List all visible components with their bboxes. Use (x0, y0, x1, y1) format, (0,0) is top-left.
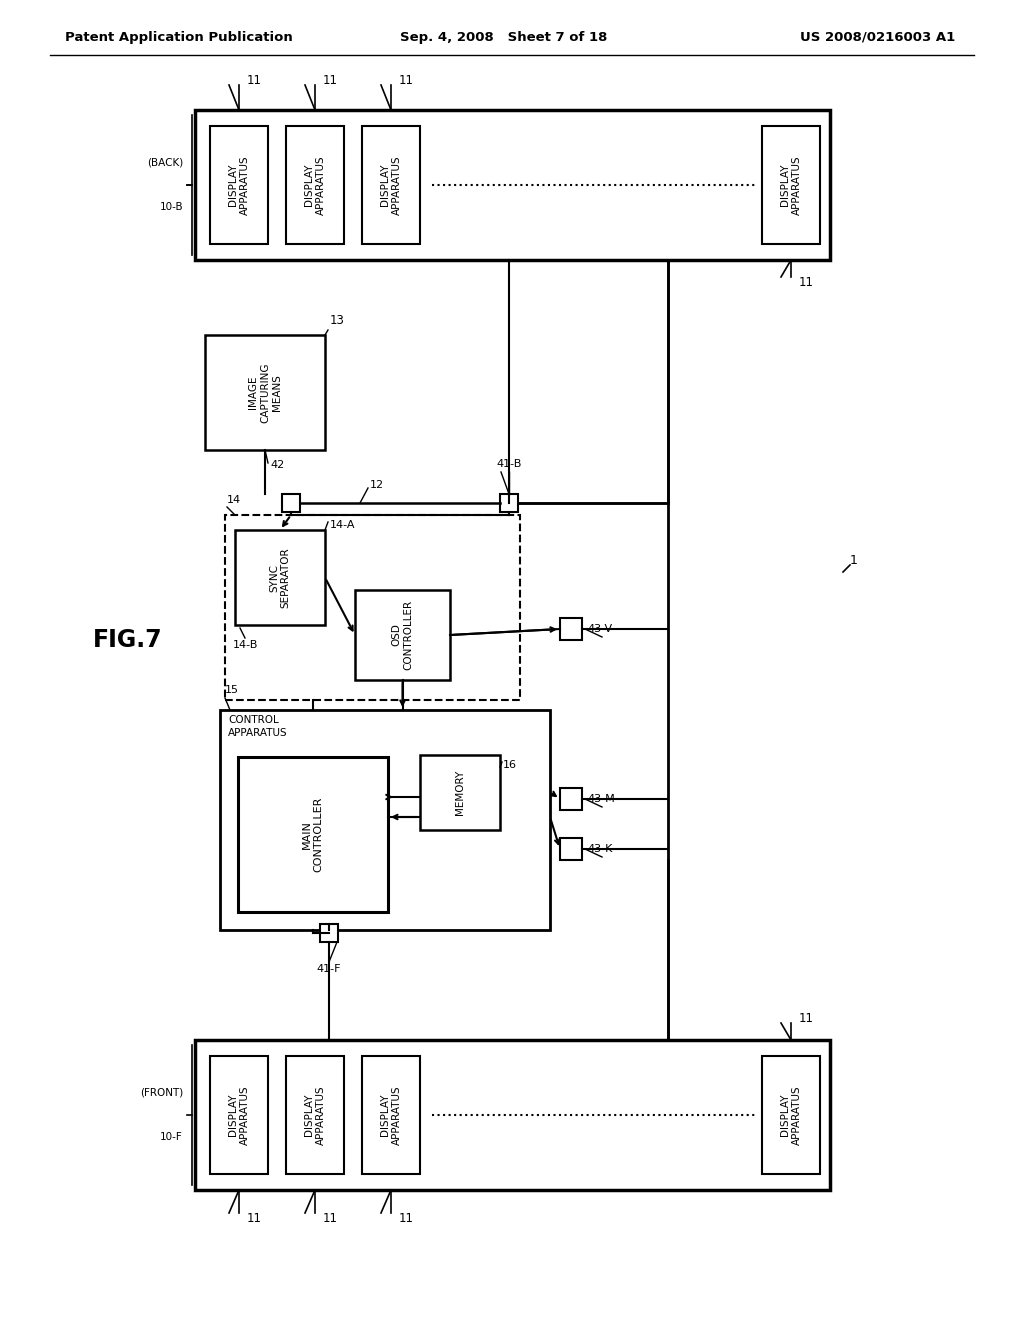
Bar (220, 710, 550, 931)
Text: 11: 11 (323, 74, 338, 87)
Text: DISPLAY
APPARATUS: DISPLAY APPARATUS (780, 156, 802, 215)
Text: 41-F: 41-F (316, 964, 341, 974)
Bar (500, 494, 518, 512)
Bar (362, 1056, 420, 1173)
Bar (355, 590, 450, 680)
Text: 11: 11 (799, 276, 814, 289)
Text: 11: 11 (799, 1011, 814, 1024)
Text: 43-M: 43-M (587, 795, 614, 804)
Bar (286, 1056, 344, 1173)
Bar (362, 125, 420, 244)
Text: SYNC
SEPARATOR: SYNC SEPARATOR (269, 548, 291, 607)
Text: DISPLAY
APPARATUS: DISPLAY APPARATUS (228, 156, 250, 215)
Bar (319, 924, 338, 942)
Text: DISPLAY
APPARATUS: DISPLAY APPARATUS (380, 1085, 401, 1144)
Bar (234, 531, 325, 624)
Bar (210, 125, 268, 244)
Bar (238, 756, 388, 912)
Bar (560, 838, 582, 861)
Text: 14-B: 14-B (233, 640, 258, 649)
Bar (225, 515, 520, 700)
Bar (560, 618, 582, 640)
Text: DISPLAY
APPARATUS: DISPLAY APPARATUS (228, 1085, 250, 1144)
Text: 12: 12 (370, 480, 384, 490)
Text: 43-K: 43-K (587, 843, 612, 854)
Bar (195, 1040, 830, 1191)
Bar (762, 125, 820, 244)
Text: 13: 13 (330, 314, 345, 327)
Text: 11: 11 (247, 74, 262, 87)
Text: 10-B: 10-B (160, 202, 183, 213)
Text: DISPLAY
APPARATUS: DISPLAY APPARATUS (780, 1085, 802, 1144)
Text: (BACK): (BACK) (146, 157, 183, 168)
Text: MEMORY: MEMORY (455, 770, 465, 816)
Text: CONTROL: CONTROL (228, 715, 279, 725)
Bar (762, 1056, 820, 1173)
Text: (FRONT): (FRONT) (139, 1088, 183, 1097)
Text: 42: 42 (270, 459, 285, 470)
Bar (210, 1056, 268, 1173)
Text: DISPLAY
APPARATUS: DISPLAY APPARATUS (380, 156, 401, 215)
Text: IMAGE
CAPTURING
MEANS: IMAGE CAPTURING MEANS (249, 362, 282, 422)
Text: FIG.7: FIG.7 (93, 628, 163, 652)
Bar (205, 335, 325, 450)
Text: 16: 16 (503, 760, 517, 770)
Text: 11: 11 (399, 1212, 414, 1225)
Text: US 2008/0216003 A1: US 2008/0216003 A1 (800, 30, 955, 44)
Text: 43-V: 43-V (587, 624, 612, 634)
Bar (286, 125, 344, 244)
Text: Patent Application Publication: Patent Application Publication (65, 30, 293, 44)
Text: 11: 11 (323, 1212, 338, 1225)
Text: OSD
CONTROLLER: OSD CONTROLLER (392, 599, 414, 671)
Text: 1: 1 (850, 553, 858, 566)
Bar (282, 494, 300, 512)
Text: 14-A: 14-A (330, 520, 355, 531)
Text: 10-F: 10-F (160, 1133, 183, 1143)
Text: 11: 11 (399, 74, 414, 87)
Bar (195, 110, 830, 260)
Text: 15: 15 (225, 685, 239, 696)
Text: APPARATUS: APPARATUS (228, 729, 288, 738)
Bar (560, 788, 582, 810)
Text: 41-B: 41-B (497, 459, 521, 469)
Text: DISPLAY
APPARATUS: DISPLAY APPARATUS (304, 156, 326, 215)
Text: Sep. 4, 2008   Sheet 7 of 18: Sep. 4, 2008 Sheet 7 of 18 (400, 30, 607, 44)
Text: DISPLAY
APPARATUS: DISPLAY APPARATUS (304, 1085, 326, 1144)
Text: MAIN
CONTROLLER: MAIN CONTROLLER (302, 797, 324, 873)
Bar (420, 755, 500, 830)
Text: 14: 14 (227, 495, 241, 506)
Text: 11: 11 (247, 1212, 262, 1225)
